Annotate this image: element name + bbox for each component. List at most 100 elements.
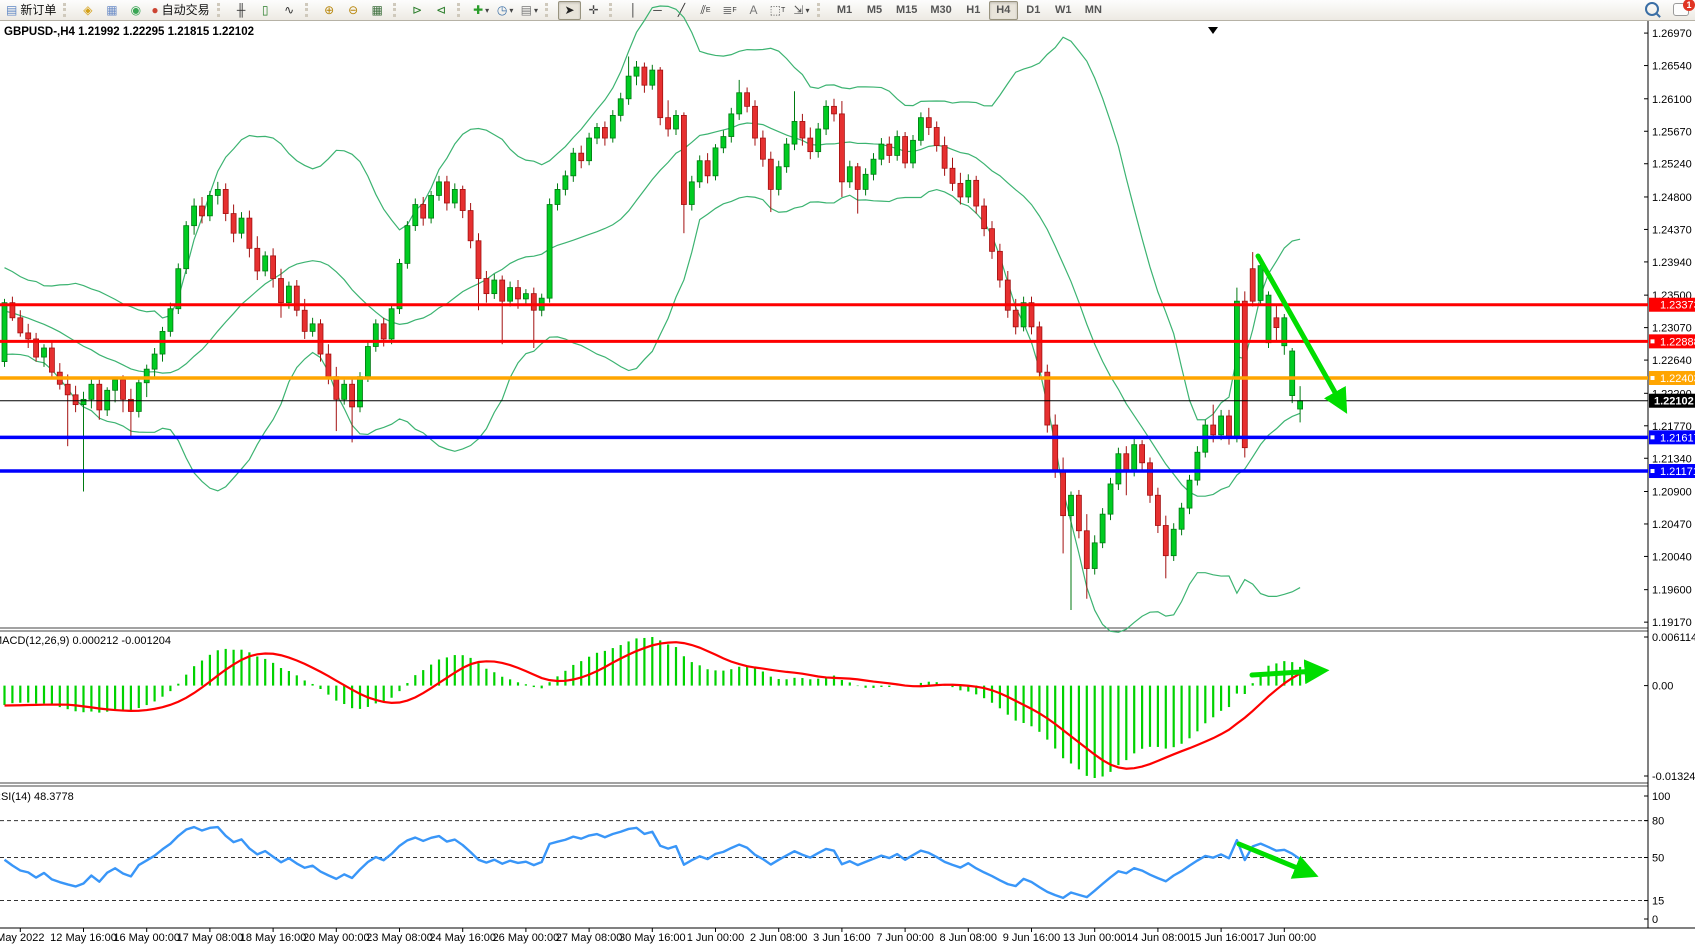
- candle-body: [151, 353, 158, 370]
- candle-body: [744, 92, 750, 107]
- candle-body: [760, 137, 766, 160]
- candle-body: [25, 332, 32, 340]
- candle-body: [333, 376, 340, 400]
- rsi-tick-label: 80: [1652, 816, 1664, 828]
- candle-body: [1194, 451, 1201, 481]
- price-tick-label: 1.25670: [1652, 126, 1692, 138]
- strategy-tester-icon[interactable]: ▦: [100, 1, 123, 20]
- timeframe-m15-button[interactable]: M15: [895, 3, 918, 16]
- hline-tool-button[interactable]: ─: [646, 1, 669, 20]
- candle-body: [1162, 525, 1169, 557]
- time-tick-label: 14 Jun 08:00: [1126, 932, 1190, 944]
- zoom-in-button[interactable]: ⊕: [318, 1, 341, 20]
- price-tick-label: 1.20040: [1652, 551, 1692, 563]
- timeframe-m1-button[interactable]: M1: [836, 3, 853, 16]
- candle-body: [902, 136, 908, 164]
- candle-body: [443, 181, 450, 204]
- candle-body: [451, 189, 458, 204]
- time-tick-label: 9 Jun 16:00: [1003, 932, 1061, 944]
- candle-body: [1060, 469, 1066, 517]
- candle-body: [183, 225, 190, 270]
- auto-scroll-button[interactable]: ⊳: [406, 1, 429, 20]
- timeframe-m5-button[interactable]: M5: [866, 3, 883, 16]
- candle-body: [222, 189, 229, 214]
- add-indicator-button[interactable]: ✚ ▾: [470, 1, 493, 20]
- dropdown-caret-icon[interactable]: ▾: [485, 5, 490, 15]
- dropdown-caret-icon[interactable]: ▾: [805, 5, 810, 15]
- macd-signal-line: [4, 641, 1301, 770]
- toolbar-right: 1: [1645, 0, 1695, 16]
- new-order-button[interactable]: ▤ 新订单: [3, 1, 59, 20]
- vline-tool-button[interactable]: │: [622, 1, 645, 20]
- fibonacci-tool-button[interactable]: ≣ F: [718, 1, 741, 20]
- candle-body: [507, 287, 514, 302]
- period-button[interactable]: ◷ ▾: [494, 1, 517, 20]
- candle-body: [1218, 415, 1224, 436]
- candle-body: [1036, 326, 1043, 373]
- candle-body: [262, 255, 269, 272]
- candle-body: [712, 147, 719, 177]
- candle-body: [1028, 302, 1035, 328]
- symbol-ohlc-header: GBPUSD-,H4 1.21992 1.22295 1.21815 1.221…: [4, 26, 254, 38]
- template-button[interactable]: ▤ ▾: [518, 1, 541, 20]
- shapes-tool-button[interactable]: ⇲ ▾: [790, 1, 813, 20]
- dropdown-caret-icon[interactable]: ▾: [509, 5, 514, 15]
- line-chart-type-button[interactable]: ∿: [278, 1, 301, 20]
- candle-body: [1186, 479, 1193, 509]
- candle-body: [981, 205, 987, 230]
- tool-subscript: T: [781, 6, 786, 14]
- candle-chart-type-button[interactable]: ▯: [254, 1, 277, 20]
- candle-body: [135, 382, 142, 412]
- zoom-out-button[interactable]: ⊖: [342, 1, 365, 20]
- macd-label: MACD(12,26,9) 0.000212 -0.001204: [0, 635, 171, 647]
- candle-body: [1147, 462, 1153, 496]
- label-tool-button[interactable]: ⬚ T: [766, 1, 789, 20]
- crosshair-tool-button[interactable]: ✛: [582, 1, 605, 20]
- candle-body: [1115, 453, 1122, 485]
- candle-body: [1068, 494, 1074, 517]
- time-tick-label: 27 May 08:00: [556, 932, 623, 944]
- timeframe-h4-button[interactable]: H4: [988, 0, 1018, 20]
- line-anchor-square: [1650, 339, 1655, 344]
- candle-body: [380, 323, 387, 340]
- signals-icon-glyph: ◉: [130, 2, 142, 17]
- candle-body: [388, 308, 395, 340]
- candle-body: [1155, 494, 1161, 526]
- dropdown-caret-icon[interactable]: ▾: [533, 5, 538, 15]
- rsi-tick-label: 0: [1652, 914, 1658, 926]
- time-tick-label: 17 May 08:00: [177, 932, 244, 944]
- autotrading-label: 自动交易: [161, 2, 210, 17]
- timeframe-d1-button[interactable]: D1: [1026, 3, 1041, 16]
- timeframe-m30-button[interactable]: M30: [930, 3, 952, 16]
- tile-windows-glyph: ▦: [371, 2, 383, 17]
- tool-subscript: F: [732, 6, 737, 14]
- price-line-label-box: [1649, 334, 1695, 349]
- time-tick-label: 12 May 16:00: [50, 932, 117, 944]
- timeframe-h1-button[interactable]: H1: [966, 3, 981, 16]
- candle-body: [854, 166, 861, 190]
- trendline-tool-button[interactable]: ╱: [670, 1, 693, 20]
- bar-chart-type-button[interactable]: ╫: [230, 1, 253, 20]
- candle-body: [870, 158, 877, 175]
- zoom-out-glyph: ⊖: [348, 2, 359, 17]
- candle-body: [704, 160, 711, 177]
- search-icon[interactable]: [1645, 2, 1659, 16]
- tile-windows-button[interactable]: ▦: [366, 1, 389, 20]
- candle-body: [696, 160, 703, 183]
- price-tick-label: 1.26100: [1652, 94, 1692, 106]
- chart-shift-button[interactable]: ⊲: [430, 1, 453, 20]
- tool-subscript: E: [705, 6, 711, 14]
- timeframe-w1-button[interactable]: W1: [1055, 3, 1072, 16]
- autotrading-button[interactable]: ● 自动交易: [148, 1, 212, 20]
- channel-tool-button[interactable]: ⫽ E: [694, 1, 717, 20]
- template-glyph: ▤: [520, 2, 532, 17]
- chart-window-icon[interactable]: ◈: [76, 1, 99, 20]
- text-tool-button[interactable]: A: [742, 1, 765, 20]
- timeframe-mn-button[interactable]: MN: [1084, 3, 1102, 16]
- cursor-tool-button[interactable]: ➤: [557, 0, 581, 20]
- candle-body: [1265, 294, 1272, 344]
- notifications-icon[interactable]: 1: [1673, 0, 1695, 16]
- signals-icon[interactable]: ◉: [124, 1, 147, 20]
